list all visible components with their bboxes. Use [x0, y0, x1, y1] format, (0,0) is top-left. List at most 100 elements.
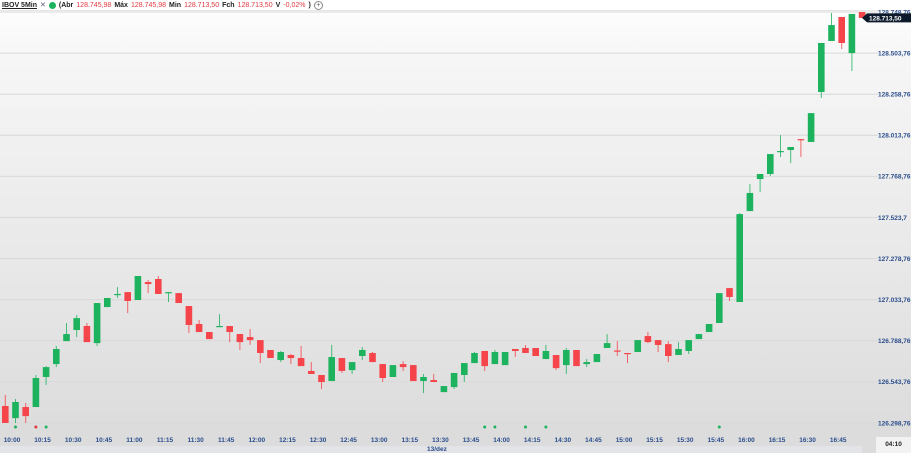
- candle-up: [389, 365, 397, 377]
- x-tick-label: 12:15: [279, 437, 296, 444]
- candle-up: [542, 350, 550, 360]
- y-tick-label: 126.788,76: [878, 338, 911, 345]
- candle-down: [144, 282, 152, 285]
- candle-up: [450, 372, 458, 388]
- x-tick-label: 13:45: [463, 437, 480, 444]
- x-axis-band: [0, 446, 862, 453]
- candle-down: [522, 347, 529, 354]
- candle-down: [481, 350, 488, 367]
- candle-down: [257, 340, 264, 354]
- y-tick-label: 127.768,76: [878, 174, 911, 181]
- candle-down: [665, 344, 672, 357]
- close-paren: ): [308, 1, 311, 9]
- x-tick-label: 15:30: [677, 437, 694, 444]
- candle-up: [471, 353, 478, 364]
- x-tick-label: 15:15: [646, 437, 663, 444]
- close-icon[interactable]: ✕: [40, 1, 46, 9]
- x-tick-label: 14:45: [585, 437, 602, 444]
- candle-down: [185, 306, 193, 325]
- candle-down: [267, 349, 274, 359]
- candle-up: [675, 348, 682, 356]
- candle-up: [277, 351, 284, 361]
- candle-down: [552, 355, 560, 369]
- candle-up: [818, 42, 825, 92]
- candle-up: [216, 325, 223, 328]
- x-tick-label: 15:00: [616, 437, 633, 444]
- candle-up: [440, 386, 448, 393]
- x-tick-label: 10:00: [4, 437, 21, 444]
- x-tick-label: 11:30: [187, 437, 204, 444]
- candle-up: [593, 354, 601, 363]
- date-label: 13/dez: [427, 446, 447, 453]
- candle-down: [236, 334, 244, 343]
- signal-marker: [544, 425, 548, 429]
- candle-down: [297, 358, 305, 367]
- countdown-time: 04:10: [876, 437, 911, 453]
- candle-up: [461, 363, 468, 375]
- last-price-label: 128.713,50: [869, 15, 902, 22]
- candle-up: [848, 13, 856, 54]
- candle-up: [359, 349, 366, 357]
- candle-down: [858, 12, 866, 18]
- y-tick-label: 127.033,76: [878, 297, 911, 304]
- chart-header: IBOV 5Min ✕ (Abr 128.745,98 Máx 128.745,…: [0, 0, 911, 11]
- symbol-label[interactable]: IBOV 5Min: [2, 1, 38, 9]
- x-tick-label: 10:15: [34, 437, 51, 444]
- candle-up: [53, 348, 60, 365]
- y-tick-label: 127.278,76: [878, 256, 911, 263]
- variation-label: V: [275, 1, 281, 9]
- candle-down: [2, 406, 9, 423]
- candle-down: [175, 293, 182, 304]
- y-tick-label: 128.748,76: [878, 9, 911, 16]
- x-tick-label: 13:00: [371, 437, 388, 444]
- candle-down: [379, 364, 386, 379]
- x-tick-label: 11:45: [218, 437, 235, 444]
- high-label: Máx: [114, 1, 128, 9]
- y-tick-label: 128.503,76: [878, 50, 911, 57]
- candle-down: [726, 288, 733, 297]
- candle-down: [410, 365, 417, 382]
- candle-down: [83, 325, 91, 343]
- candle-up: [828, 25, 835, 41]
- candle-down: [226, 325, 233, 333]
- signal-marker: [34, 425, 38, 429]
- x-tick-label: 14:00: [493, 437, 510, 444]
- x-tick-label: 11:00: [126, 437, 143, 444]
- candle-down: [155, 279, 162, 294]
- variation-value: -0,02%: [283, 1, 306, 9]
- candle-up: [73, 318, 80, 331]
- x-tick-label: 16:45: [830, 437, 847, 444]
- candle-down: [338, 358, 346, 371]
- candle-up: [777, 151, 784, 153]
- candle-down: [614, 350, 621, 352]
- open-value: 128.745,98: [76, 1, 112, 9]
- candle-up: [685, 340, 692, 351]
- candle-up: [42, 367, 50, 377]
- candle-down: [206, 332, 213, 340]
- signal-marker: [717, 425, 721, 429]
- candle-down: [430, 380, 437, 383]
- candle-up: [328, 357, 335, 382]
- candle-up: [348, 362, 356, 371]
- candle-down: [644, 336, 652, 343]
- candle-down: [573, 349, 580, 367]
- candle-up: [12, 401, 19, 419]
- candle-down: [624, 353, 631, 355]
- x-tick-label: 12:30: [310, 437, 327, 444]
- x-tick-label: 14:15: [524, 437, 541, 444]
- y-tick-label: 128.258,76: [878, 92, 911, 99]
- x-tick-label: 16:15: [769, 437, 786, 444]
- candle-down: [654, 340, 662, 345]
- candle-up: [134, 276, 142, 300]
- candle-down: [195, 323, 203, 333]
- add-indicator-button[interactable]: +: [313, 0, 323, 10]
- candle-down: [512, 348, 519, 351]
- high-value: 128.745,98: [130, 1, 166, 9]
- candle-down: [369, 353, 376, 363]
- x-tick-label: 13:15: [401, 437, 418, 444]
- candle-up: [756, 174, 764, 180]
- candle-up: [807, 113, 815, 142]
- candle-down: [838, 16, 845, 43]
- candle-up: [787, 147, 794, 151]
